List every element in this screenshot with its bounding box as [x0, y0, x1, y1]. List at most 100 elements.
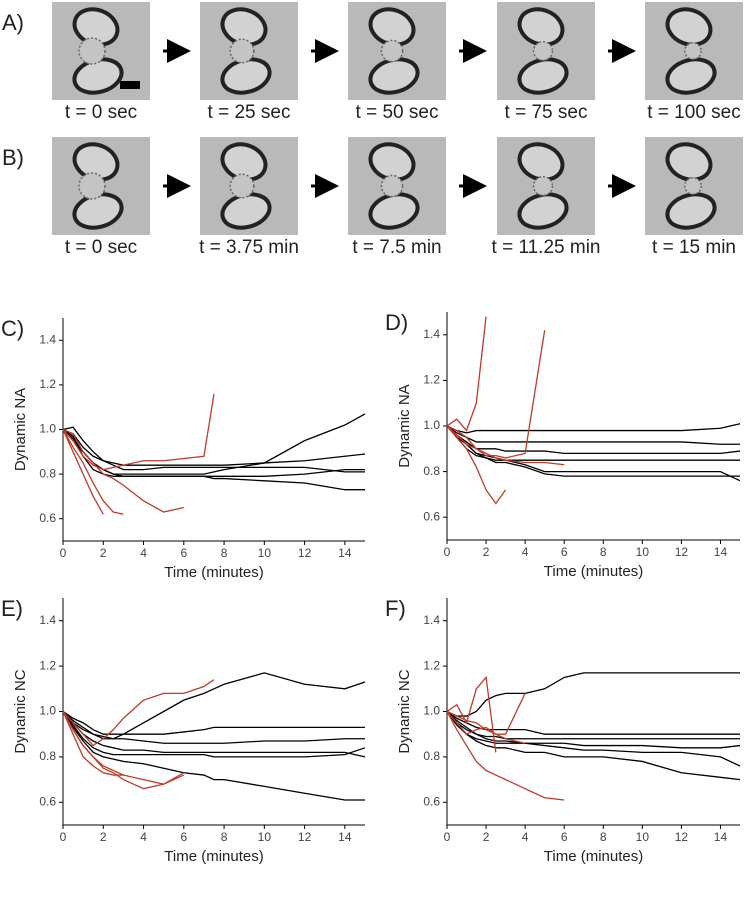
- time-label: t = 15 min: [652, 237, 736, 258]
- y-tick-label: 1.0: [423, 418, 440, 432]
- data-line: [446, 425, 565, 466]
- x-tick-label: 6: [180, 546, 187, 560]
- data-line: [62, 711, 185, 790]
- panel-label: B): [2, 145, 24, 170]
- x-tick-label: 2: [483, 545, 490, 559]
- x-tick-label: 2: [100, 546, 107, 560]
- cell: [380, 174, 404, 198]
- data-line: [446, 423, 741, 434]
- y-tick-label: 0.6: [423, 509, 440, 523]
- panel-label: E): [1, 596, 23, 621]
- time-label: t = 100 sec: [647, 102, 740, 123]
- y-tick-label: 1.0: [423, 704, 440, 718]
- cell: [78, 37, 106, 65]
- x-tick-label: 8: [221, 830, 228, 844]
- data-line: [446, 675, 497, 753]
- micrograph: [200, 137, 298, 235]
- data-line: [62, 679, 215, 747]
- x-axis-title: Time (minutes): [544, 563, 643, 580]
- cell: [380, 39, 404, 63]
- x-tick-label: 0: [444, 830, 451, 844]
- y-tick-label: 1.0: [39, 704, 56, 718]
- x-tick-label: 2: [483, 830, 490, 844]
- x-tick-label: 0: [444, 545, 451, 559]
- data-line: [62, 393, 215, 471]
- y-axis-title: Dynamic NC: [12, 669, 29, 753]
- micrograph: [348, 137, 446, 235]
- time-label: t = 0 sec: [65, 102, 137, 123]
- data-line: [62, 429, 104, 515]
- y-tick-label: 1.2: [423, 373, 440, 387]
- y-tick-label: 0.8: [423, 749, 440, 763]
- data-line: [446, 711, 741, 749]
- data-line: [446, 330, 546, 459]
- data-line: [62, 672, 366, 740]
- data-line: [62, 711, 366, 758]
- trap-lower: [517, 192, 569, 230]
- micrograph: [348, 2, 446, 100]
- cell: [684, 42, 702, 60]
- panel-label: F): [385, 596, 406, 621]
- cell: [78, 172, 106, 200]
- x-tick-label: 4: [140, 546, 147, 560]
- micrograph: [497, 2, 595, 100]
- y-tick-label: 1.2: [39, 377, 56, 391]
- x-tick-label: 4: [522, 830, 529, 844]
- data-line: [446, 693, 526, 735]
- trap-upper: [517, 7, 565, 47]
- x-tick-label: 10: [258, 546, 272, 560]
- time-label: t = 75 sec: [505, 102, 588, 123]
- y-tick-label: 1.4: [423, 613, 440, 627]
- cell: [532, 175, 554, 197]
- x-tick-label: 2: [100, 830, 107, 844]
- panel-label: D): [385, 310, 408, 335]
- micrograph: [645, 2, 743, 100]
- y-tick-label: 1.2: [39, 658, 56, 672]
- y-tick-label: 1.4: [423, 327, 440, 341]
- x-tick-label: 0: [60, 830, 67, 844]
- trap-lower: [665, 57, 717, 95]
- x-tick-label: 8: [600, 545, 607, 559]
- x-tick-label: 12: [675, 545, 689, 559]
- data-line: [446, 711, 741, 767]
- y-tick-label: 0.6: [39, 511, 56, 525]
- panel-label: A): [2, 10, 24, 35]
- time-label: t = 3.75 min: [199, 237, 299, 258]
- y-tick-label: 1.2: [423, 658, 440, 672]
- data-line: [446, 711, 740, 740]
- x-tick-label: 6: [561, 545, 568, 559]
- data-line: [62, 711, 366, 758]
- x-tick-label: 10: [636, 545, 650, 559]
- scale-bar: [120, 81, 140, 89]
- x-tick-label: 6: [180, 830, 187, 844]
- data-line: [446, 316, 487, 432]
- data-line: [62, 711, 365, 744]
- data-line: [446, 710, 740, 735]
- data-line: [62, 426, 365, 473]
- x-tick-label: 12: [675, 830, 689, 844]
- x-tick-label: 4: [140, 830, 147, 844]
- data-line: [446, 425, 741, 482]
- trap-lower: [517, 57, 569, 95]
- x-tick-label: 12: [298, 830, 312, 844]
- time-label: t = 25 sec: [208, 102, 291, 123]
- y-tick-label: 0.8: [39, 749, 56, 763]
- data-line: [62, 711, 124, 776]
- cell: [684, 177, 702, 195]
- trap-upper: [665, 7, 713, 47]
- y-tick-label: 0.6: [423, 794, 440, 808]
- x-axis-title: Time (minutes): [164, 848, 263, 865]
- x-tick-label: 14: [338, 546, 352, 560]
- micrograph: [497, 137, 595, 235]
- y-tick-label: 0.6: [39, 794, 56, 808]
- x-tick-label: 8: [600, 830, 607, 844]
- time-label: t = 11.25 min: [492, 237, 601, 258]
- x-tick-label: 4: [522, 545, 529, 559]
- x-tick-label: 14: [714, 830, 728, 844]
- trap-upper: [517, 142, 565, 182]
- x-axis-title: Time (minutes): [544, 848, 643, 865]
- time-label: t = 7.5 min: [352, 237, 441, 258]
- y-axis-title: Dynamic NA: [12, 388, 29, 471]
- data-line: [446, 711, 741, 781]
